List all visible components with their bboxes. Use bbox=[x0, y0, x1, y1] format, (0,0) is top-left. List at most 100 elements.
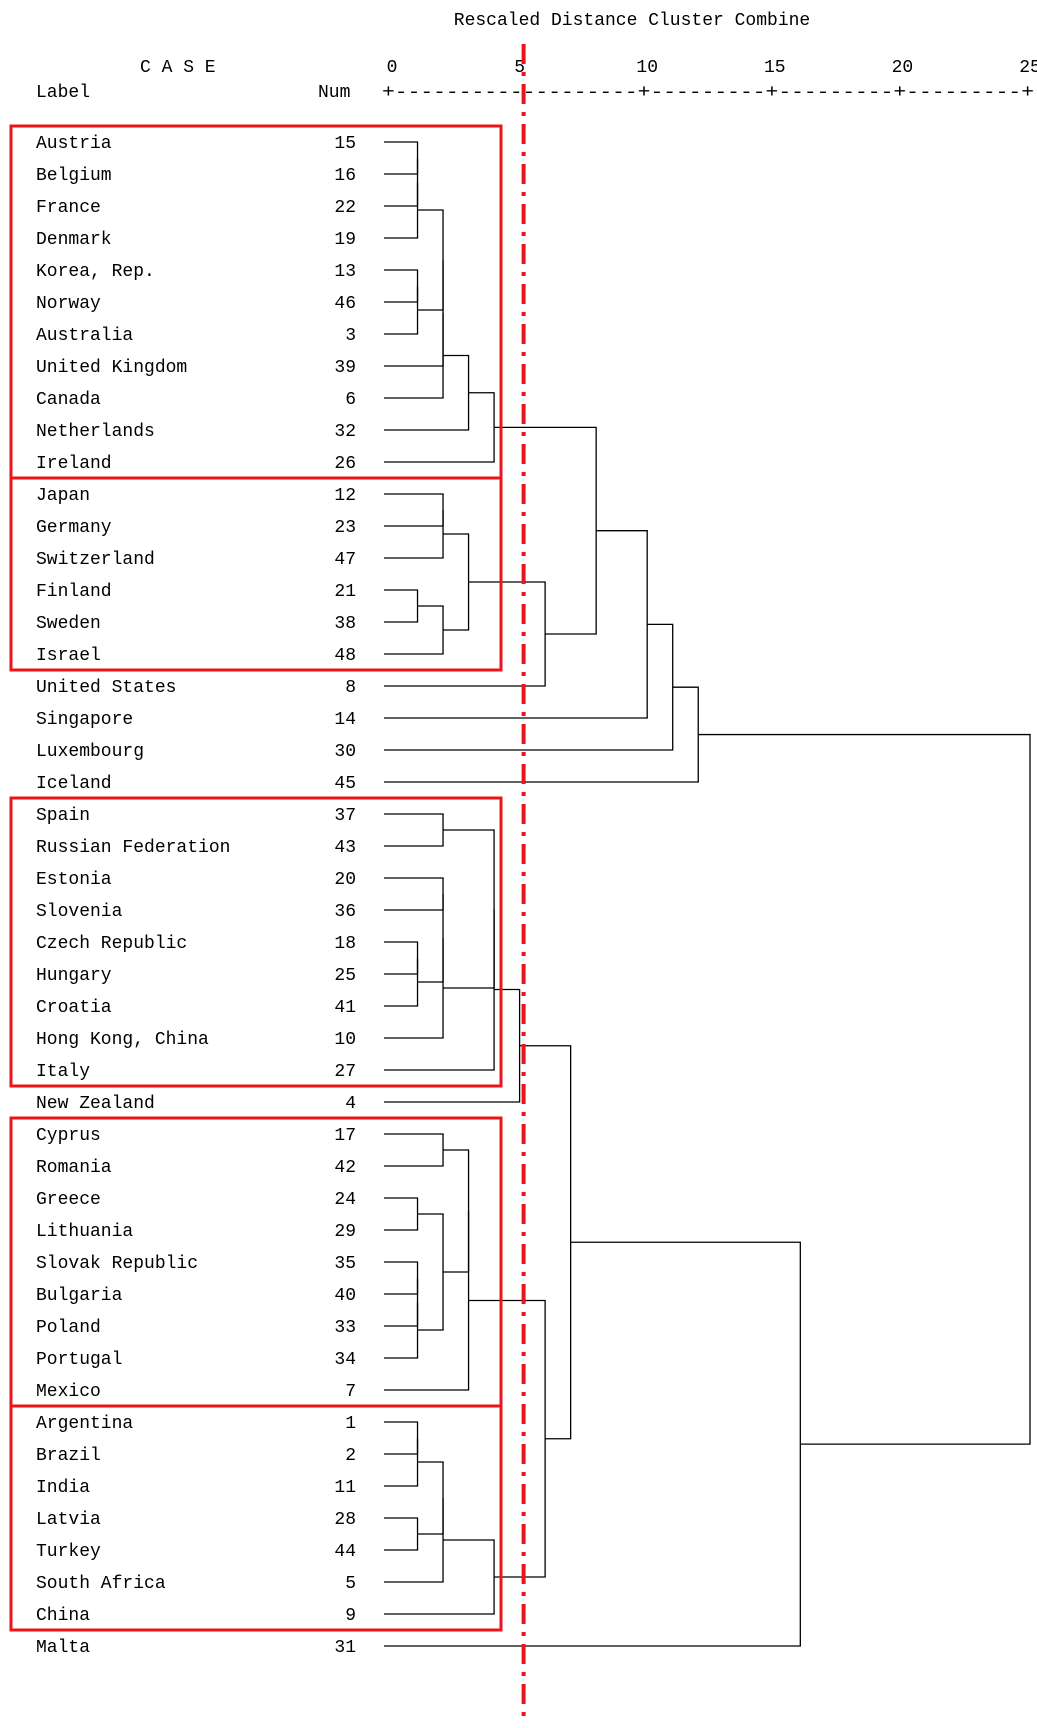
dendrogram-link bbox=[384, 958, 419, 1007]
case-label: Cyprus bbox=[36, 1126, 101, 1146]
case-num: 15 bbox=[334, 134, 356, 154]
case-num: 46 bbox=[334, 294, 356, 314]
case-num: 31 bbox=[334, 1638, 356, 1658]
dendrogram-link bbox=[384, 1133, 444, 1167]
case-num: 41 bbox=[334, 998, 356, 1018]
case-num: 48 bbox=[334, 646, 356, 666]
case-num: 30 bbox=[334, 742, 356, 762]
case-num: 8 bbox=[345, 678, 356, 698]
dendrogram-link bbox=[384, 354, 470, 431]
dendrogram-link bbox=[384, 1517, 419, 1551]
case-label: Switzerland bbox=[36, 550, 155, 570]
case-label: Japan bbox=[36, 486, 90, 506]
case-num: 24 bbox=[334, 1190, 356, 1210]
dendrogram-link bbox=[384, 158, 419, 207]
dendrogram-link bbox=[384, 1197, 419, 1231]
case-label: Singapore bbox=[36, 710, 133, 730]
case-label: Finland bbox=[36, 582, 112, 602]
case-num: 32 bbox=[334, 422, 356, 442]
dendrogram-link bbox=[443, 829, 495, 989]
dendrogram-link bbox=[384, 1421, 419, 1455]
dendrogram-link bbox=[384, 941, 419, 975]
case-num: 47 bbox=[334, 550, 356, 570]
case-num: 5 bbox=[345, 1574, 356, 1594]
case-num: 14 bbox=[334, 710, 356, 730]
dendrogram-link bbox=[443, 1149, 470, 1273]
cluster-boxes bbox=[9, 124, 503, 1632]
dendrogram-link bbox=[384, 1438, 419, 1487]
dendrogram-link bbox=[384, 182, 419, 239]
dendrogram-link bbox=[384, 1539, 495, 1615]
case-label: Belgium bbox=[36, 166, 112, 186]
case-label: Italy bbox=[36, 1062, 90, 1082]
case-label: South Africa bbox=[36, 1574, 166, 1594]
case-num: 25 bbox=[334, 966, 356, 986]
dendrogram-link bbox=[384, 877, 444, 911]
case-num: 35 bbox=[334, 1254, 356, 1274]
case-num: 6 bbox=[345, 390, 356, 410]
dendrogram-link bbox=[384, 938, 444, 1039]
case-label: Bulgaria bbox=[36, 1286, 123, 1306]
case-label: Slovak Republic bbox=[36, 1254, 198, 1274]
dendrogram-link bbox=[384, 1211, 470, 1391]
num-header: Num bbox=[318, 83, 350, 103]
case-label: Russian Federation bbox=[36, 838, 230, 858]
dendrogram-link bbox=[417, 1213, 444, 1331]
dendrogram-link bbox=[384, 605, 444, 655]
dendrogram-link bbox=[468, 1299, 546, 1578]
case-label: United States bbox=[36, 678, 176, 698]
case-label: Iceland bbox=[36, 774, 112, 794]
case-num: 20 bbox=[334, 870, 356, 890]
dendrogram-link bbox=[384, 1498, 444, 1583]
case-label: India bbox=[36, 1478, 90, 1498]
dendrogram-link bbox=[384, 530, 648, 719]
cluster-box bbox=[9, 796, 503, 1088]
case-label: Argentina bbox=[36, 1414, 133, 1434]
axis-tick-label: 10 bbox=[636, 58, 658, 78]
case-label: Norway bbox=[36, 294, 101, 314]
dendrogram-link bbox=[417, 1461, 444, 1535]
case-label: Czech Republic bbox=[36, 934, 187, 954]
case-num: 21 bbox=[334, 582, 356, 602]
case-num: 40 bbox=[334, 1286, 356, 1306]
dendrogram-link bbox=[417, 894, 444, 983]
case-num: 26 bbox=[334, 454, 356, 474]
dendrogram-link bbox=[384, 686, 699, 783]
axis-tick-label: 5 bbox=[514, 58, 525, 78]
case-label: Sweden bbox=[36, 614, 101, 634]
case-num: 23 bbox=[334, 518, 356, 538]
dendrogram-link bbox=[384, 1241, 801, 1647]
dendrogram-link bbox=[443, 533, 470, 631]
case-label: Mexico bbox=[36, 1382, 101, 1402]
dendrogram-link bbox=[384, 260, 444, 367]
case-num: 17 bbox=[334, 1126, 356, 1146]
dendrogram-link bbox=[384, 1261, 419, 1295]
case-label: Turkey bbox=[36, 1542, 101, 1562]
dendrogram-link bbox=[384, 813, 444, 847]
case-num: 12 bbox=[334, 486, 356, 506]
dendrogram-link bbox=[417, 209, 444, 311]
case-num: 42 bbox=[334, 1158, 356, 1178]
case-label: Ireland bbox=[36, 454, 112, 474]
case-num: 7 bbox=[345, 1382, 356, 1402]
dendrogram-link bbox=[384, 269, 419, 303]
case-label: Malta bbox=[36, 1638, 90, 1658]
case-label: Brazil bbox=[36, 1446, 101, 1466]
dendrogram-link bbox=[698, 733, 1031, 1445]
case-label: Spain bbox=[36, 806, 90, 826]
case-label: Lithuania bbox=[36, 1222, 133, 1242]
case-num: 27 bbox=[334, 1062, 356, 1082]
case-label: Austria bbox=[36, 134, 112, 154]
case-label: Korea, Rep. bbox=[36, 262, 155, 282]
dendrogram-link bbox=[384, 1278, 419, 1327]
axis-tick-label: 15 bbox=[764, 58, 786, 78]
case-label: Germany bbox=[36, 518, 112, 538]
case-label: Poland bbox=[36, 1318, 101, 1338]
case-label: Hungary bbox=[36, 966, 112, 986]
dendrogram-link bbox=[384, 589, 419, 623]
case-label: Estonia bbox=[36, 870, 112, 890]
case-num: 29 bbox=[334, 1222, 356, 1242]
dendrogram-link bbox=[384, 313, 444, 399]
case-label: Denmark bbox=[36, 230, 112, 250]
